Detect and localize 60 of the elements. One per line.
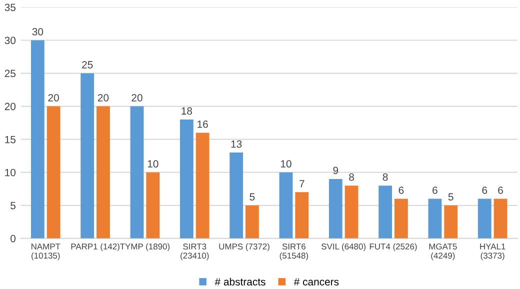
x-tick-label: HYAL1 (3373) — [480, 244, 506, 260]
data-label: 5 — [448, 193, 454, 201]
x-tick-label: FUT4 (2526) — [370, 243, 417, 252]
data-label: 9 — [333, 166, 338, 174]
data-label: 6 — [498, 186, 503, 194]
data-label: 13 — [231, 140, 242, 148]
bar — [46, 106, 60, 238]
data-label: 20 — [132, 94, 142, 102]
y-tick-label: 30 — [4, 36, 16, 44]
x-tick-label: UMPS (7372) — [219, 243, 270, 252]
data-label: 7 — [300, 180, 304, 188]
bar — [378, 186, 392, 238]
data-label: 20 — [48, 94, 59, 102]
data-label: 25 — [82, 61, 93, 68]
bar — [130, 106, 144, 238]
data-label: 16 — [198, 120, 208, 128]
bar — [80, 73, 94, 238]
legend-label: # cancers — [294, 278, 339, 286]
data-label: 30 — [32, 28, 44, 36]
bar — [494, 198, 508, 238]
bar — [196, 132, 210, 238]
bar — [246, 205, 259, 238]
bar — [230, 152, 244, 238]
y-tick-label: 25 — [4, 70, 16, 78]
bar — [146, 172, 160, 238]
bar — [279, 172, 293, 238]
bar — [328, 178, 342, 238]
bar — [180, 120, 194, 238]
bar — [295, 192, 309, 238]
bar — [344, 186, 358, 238]
y-tick-label: 35 — [4, 4, 16, 12]
bar — [428, 198, 442, 238]
x-tick-label: NAMPT (10135) — [32, 244, 60, 260]
x-tick-label: SVIL (6480) — [322, 243, 366, 252]
y-tick-label: 0 — [10, 234, 16, 242]
data-label: 10 — [148, 160, 158, 168]
y-tick-label: 15 — [5, 136, 16, 144]
bar — [444, 205, 458, 238]
y-tick-label: 10 — [5, 168, 16, 176]
data-label: 8 — [349, 173, 354, 181]
x-tick-label: TYMP (1890) — [120, 243, 170, 252]
bar — [478, 198, 492, 238]
legend-label: # abstracts — [214, 278, 266, 286]
y-tick-label: 20 — [4, 102, 16, 110]
data-label: 10 — [280, 160, 292, 168]
data-label: 6 — [398, 186, 404, 194]
bar — [30, 40, 44, 238]
data-label: 6 — [432, 186, 438, 194]
x-tick-label: SIRT3 (23410) — [180, 244, 209, 260]
x-tick-label: MGAT5 (4249) — [429, 244, 457, 260]
bar — [394, 198, 408, 238]
x-tick-label: PARP1 (142) — [71, 243, 120, 252]
y-tick-label: 5 — [10, 202, 16, 210]
data-label: 20 — [98, 94, 109, 102]
bar — [96, 106, 110, 238]
data-label: 5 — [250, 193, 255, 201]
data-label: 18 — [182, 107, 192, 115]
data-label: 8 — [382, 173, 388, 181]
data-label: 6 — [482, 186, 488, 194]
x-tick-label: SIRT6 (51548) — [280, 244, 308, 260]
